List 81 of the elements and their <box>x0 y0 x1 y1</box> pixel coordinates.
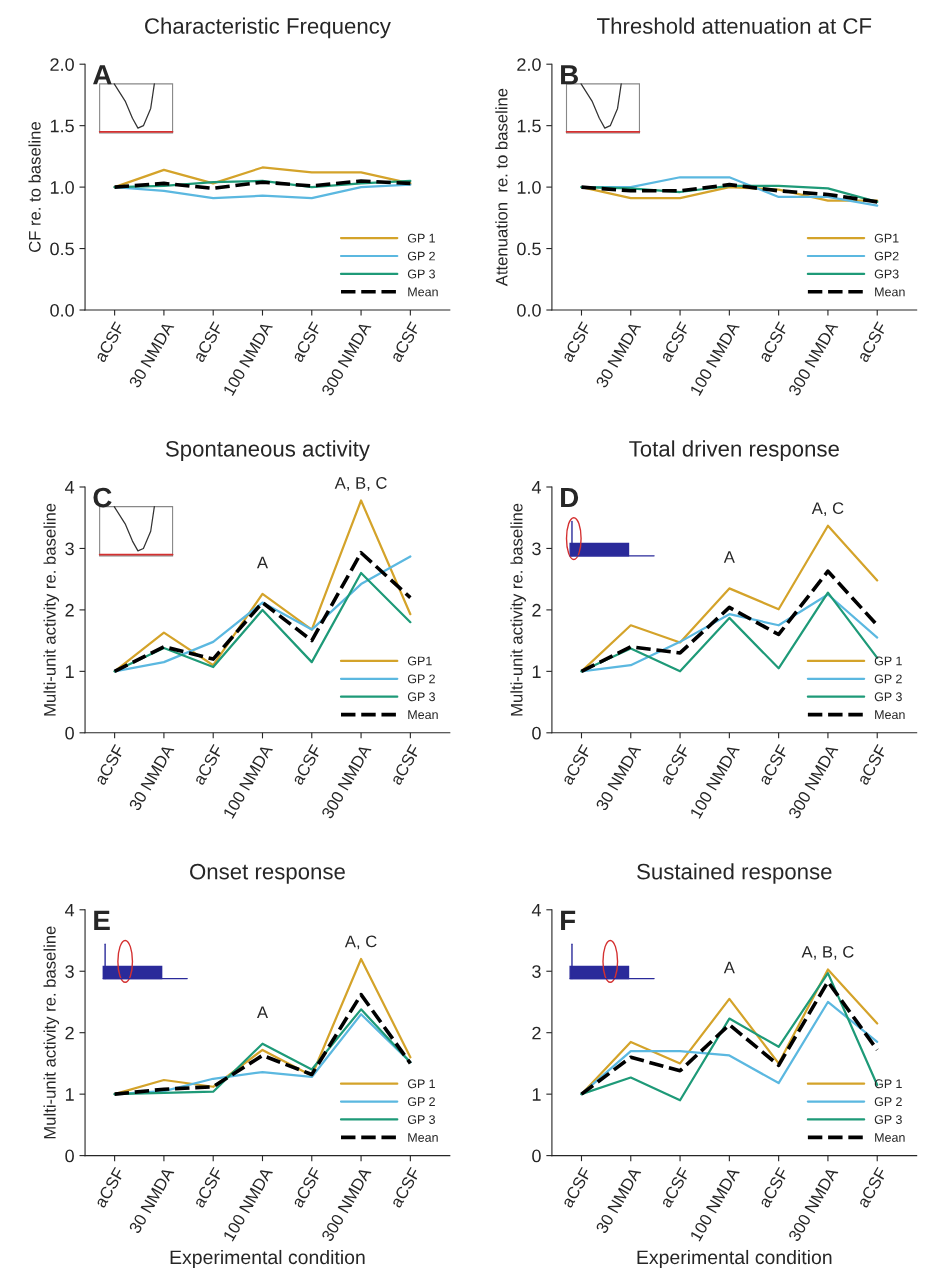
x-axis-title: Experimental condition <box>637 1249 832 1269</box>
legend-label: GP 1 <box>874 656 902 666</box>
legend-label: GP 1 <box>874 1079 902 1089</box>
y-tick-label: 0 <box>65 726 74 740</box>
legend-label: GP1 <box>874 233 899 243</box>
legend-label: Mean <box>408 710 438 720</box>
legend-label: GP1 <box>407 656 432 666</box>
y-axis-title: CF re. to baseline <box>28 122 41 253</box>
y-axis-title: Multi-unit activity re. baseline <box>43 926 60 1139</box>
legend-label: GP 1 <box>407 1079 435 1089</box>
annotation: A <box>723 551 735 563</box>
y-tick-label: 1.0 <box>517 181 541 194</box>
y-axis-title: Multi-unit activity re. baseline <box>43 503 60 716</box>
annotation: A <box>256 1006 269 1019</box>
annotation: A <box>256 556 269 569</box>
annotation: A, B, C <box>801 945 854 960</box>
chart-title: Total driven response <box>629 440 839 462</box>
annotation: D <box>561 488 579 508</box>
y-tick-label: 3 <box>65 965 74 978</box>
y-tick-label: 2 <box>532 1026 541 1040</box>
legend-label: Mean <box>875 287 905 297</box>
y-tick-label: 1.5 <box>517 119 541 133</box>
legend-label: GP 2 <box>407 1097 435 1107</box>
annotation: E <box>94 910 110 930</box>
chart-title: Sustained response <box>637 863 832 884</box>
annotation: A, B, C <box>334 477 387 491</box>
annotation: A <box>93 65 112 85</box>
y-tick-label: 3 <box>532 965 541 978</box>
y-axis-title: Multi-unit activity re. baseline <box>510 503 526 716</box>
y-tick-label: 0.0 <box>517 303 541 317</box>
y-tick-label: 0 <box>532 726 541 740</box>
y-tick-label: 2.0 <box>517 58 541 71</box>
legend-label: GP 3 <box>407 1115 435 1124</box>
y-tick-label: 2 <box>65 1026 74 1040</box>
y-tick-label: 2.0 <box>50 58 74 71</box>
y-tick-label: 4 <box>531 481 541 494</box>
y-tick-label: 2 <box>65 603 74 617</box>
legend-label: GP 3 <box>407 692 435 702</box>
annotation: B <box>561 65 579 85</box>
legend-label: GP3 <box>874 269 899 279</box>
annotation: C <box>93 487 112 508</box>
legend-label: Mean <box>875 710 905 720</box>
y-tick-label: 1 <box>532 1088 541 1101</box>
y-tick-label: 2 <box>532 603 541 617</box>
chart-title: Spontaneous activity <box>165 440 370 462</box>
chart-title: Threshold attenuation at CF <box>597 17 872 34</box>
legend-label: GP 3 <box>874 1115 902 1124</box>
legend-label: GP 2 <box>407 674 435 684</box>
x-axis-title: Experimental condition <box>170 1249 365 1269</box>
y-tick-label: 4 <box>65 903 75 917</box>
y-tick-label: 0.5 <box>517 242 541 256</box>
annotation: F <box>561 910 576 930</box>
y-tick-label: 3 <box>65 542 74 556</box>
legend-label: Mean <box>875 1133 905 1142</box>
y-tick-label: 0.5 <box>50 242 74 256</box>
legend-label: GP 2 <box>407 251 435 261</box>
y-tick-label: 0 <box>65 1149 74 1163</box>
legend-label: GP 3 <box>874 692 902 702</box>
y-tick-label: 1 <box>65 1088 74 1101</box>
annotation: A, C <box>811 502 844 517</box>
y-tick-label: 1 <box>532 665 541 678</box>
legend-label: GP2 <box>874 251 899 261</box>
y-tick-label: 4 <box>65 481 75 494</box>
annotation: A, C <box>344 935 377 950</box>
y-tick-label: 0.0 <box>50 303 74 317</box>
legend-label: Mean <box>408 1133 438 1142</box>
legend-label: GP 1 <box>407 233 435 243</box>
y-tick-label: 0 <box>532 1149 541 1163</box>
y-tick-label: 4 <box>531 903 541 917</box>
legend-label: GP 2 <box>874 1097 902 1107</box>
y-axis-title: Attenuation re. to baseline <box>495 88 508 287</box>
legend-label: Mean <box>408 287 438 297</box>
chart-title: Characteristic Frequency <box>145 17 391 39</box>
chart-title: Onset response <box>190 863 345 884</box>
y-tick-label: 1.5 <box>50 119 74 133</box>
y-tick-label: 1 <box>65 665 74 678</box>
legend-label: GP 3 <box>407 269 435 279</box>
y-tick-label: 1.0 <box>50 181 74 194</box>
legend-label: GP 2 <box>874 674 902 684</box>
y-tick-label: 3 <box>532 542 541 556</box>
annotation: A <box>723 961 735 974</box>
